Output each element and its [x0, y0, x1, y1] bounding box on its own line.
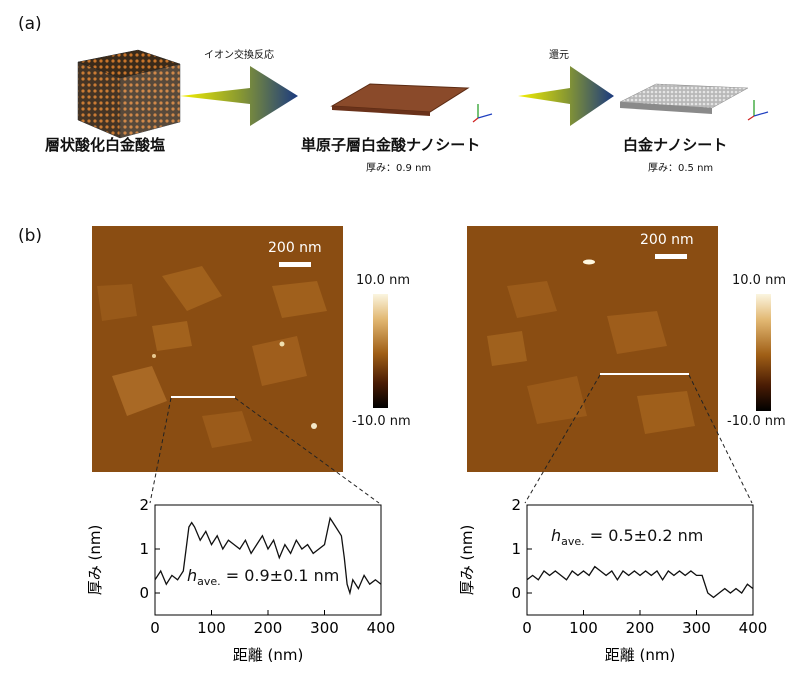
y-tick-label-left: 1: [139, 540, 149, 558]
x-tick-label-right: 400: [739, 619, 768, 637]
scale-bar-left: [279, 262, 311, 267]
step-reduction-label: 還元: [549, 50, 569, 61]
layered-crystal-image: [77, 49, 181, 139]
reduction-arrow: [518, 66, 614, 126]
chart-frame-left: [154, 504, 382, 616]
afm-image-right: 200 nm: [467, 226, 718, 472]
annotation-left-h: h: [187, 566, 198, 585]
scale-bar-right-label: 200 nm: [640, 232, 694, 248]
x-tick-label-right: 300: [682, 619, 711, 637]
x-tick-label-left: 300: [310, 619, 339, 637]
line-profile-marker-right: [600, 373, 689, 375]
step-ion-exchange-label: イオン交換反応: [204, 50, 274, 61]
x-tick-label-left: 200: [254, 619, 283, 637]
pt-nanosheet-image: [619, 83, 749, 114]
annotation-right: have. = 0.5±0.2 nm: [551, 526, 703, 548]
profile-line-left: [154, 516, 382, 596]
x-tick-label-left: 100: [197, 619, 226, 637]
colorbar-left-min: -10.0 nm: [352, 414, 411, 429]
annotation-right-sub: ave.: [561, 535, 585, 549]
y-tick-label-left: 2: [139, 496, 149, 514]
x-axis-label-left: 距離 (nm): [233, 646, 304, 664]
afm-image-left: 200 nm: [92, 226, 343, 472]
axes-icon-1: [472, 104, 493, 123]
x-tick-label-left: 0: [150, 619, 160, 637]
panel-a-label: (a): [18, 14, 42, 34]
scale-bar-left-label: 200 nm: [268, 240, 322, 256]
colorbar-right: [756, 294, 771, 411]
colorbar-right-min: -10.0 nm: [727, 414, 786, 429]
pt-nanosheet-thickness: 厚み：0.5 nm: [648, 163, 714, 174]
x-tick-label-right: 0: [522, 619, 532, 637]
x-tick-label-right: 100: [569, 619, 598, 637]
layered-platinate-name: 層状酸化白金酸塩: [45, 136, 166, 154]
x-tick-label-right: 200: [626, 619, 655, 637]
axes-icon-2: [747, 100, 769, 121]
y-tick-label-right: 0: [511, 584, 521, 602]
y-axis-label-left: 厚み (nm): [86, 525, 104, 596]
colorbar-left: [373, 294, 388, 408]
platinate-nanosheet-thickness: 厚み：0.9 nm: [366, 163, 432, 174]
chart-frame-right: [526, 504, 754, 616]
scale-bar-right: [655, 254, 687, 259]
panel-b-label: (b): [18, 226, 43, 246]
colorbar-right-max: 10.0 nm: [732, 273, 786, 288]
annotation-left-value: = 0.9±0.1 nm: [220, 566, 340, 585]
profile-line-right: [526, 565, 754, 599]
x-axis-label-right: 距離 (nm): [605, 646, 676, 664]
annotation-left: have. = 0.9±0.1 nm: [187, 566, 339, 588]
y-tick-label-right: 2: [511, 496, 521, 514]
platinate-nanosheet-name: 単原子層白金酸ナノシート: [301, 136, 481, 154]
annotation-left-sub: ave.: [197, 575, 221, 589]
platinate-nanosheet-image: [330, 83, 470, 116]
reaction-arrow-1: [180, 66, 298, 126]
annotation-right-value: = 0.5±0.2 nm: [584, 526, 704, 545]
x-tick-label-left: 400: [367, 619, 396, 637]
line-profile-marker-left: [171, 396, 235, 398]
y-axis-label-right: 厚み (nm): [458, 525, 476, 596]
y-tick-label-right: 1: [511, 540, 521, 558]
pt-nanosheet-name: 白金ナノシート: [623, 136, 728, 154]
annotation-right-h: h: [551, 526, 562, 545]
y-tick-label-left: 0: [139, 584, 149, 602]
colorbar-left-max: 10.0 nm: [356, 273, 410, 288]
